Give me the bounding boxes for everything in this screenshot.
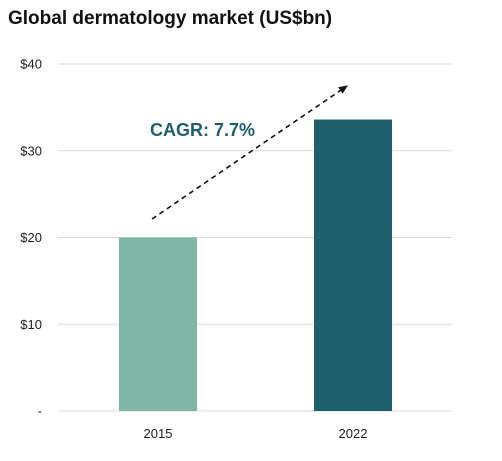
bars bbox=[119, 119, 392, 412]
y-tick-label: $20 bbox=[20, 230, 42, 245]
bar-2015 bbox=[119, 237, 197, 411]
y-tick-label: - bbox=[38, 404, 42, 419]
gridlines bbox=[58, 63, 452, 412]
x-axis-tick-labels: 2015 2022 bbox=[144, 426, 368, 441]
y-tick-label: $30 bbox=[20, 143, 42, 158]
y-tick-label: $40 bbox=[20, 57, 42, 72]
chart-title: Global dermatology market (US$bn) bbox=[8, 8, 333, 29]
y-axis-tick-labels: - $10 $20 $30 $40 bbox=[20, 57, 42, 419]
x-tick-label: 2015 bbox=[144, 426, 173, 441]
cagr-label: CAGR: 7.7% bbox=[150, 120, 255, 140]
y-tick-label: $10 bbox=[20, 317, 42, 332]
x-tick-label: 2022 bbox=[339, 426, 368, 441]
cagr-arrow bbox=[151, 85, 348, 220]
bar-2022 bbox=[314, 119, 392, 412]
cagr-annotation: CAGR: 7.7% bbox=[150, 85, 348, 220]
